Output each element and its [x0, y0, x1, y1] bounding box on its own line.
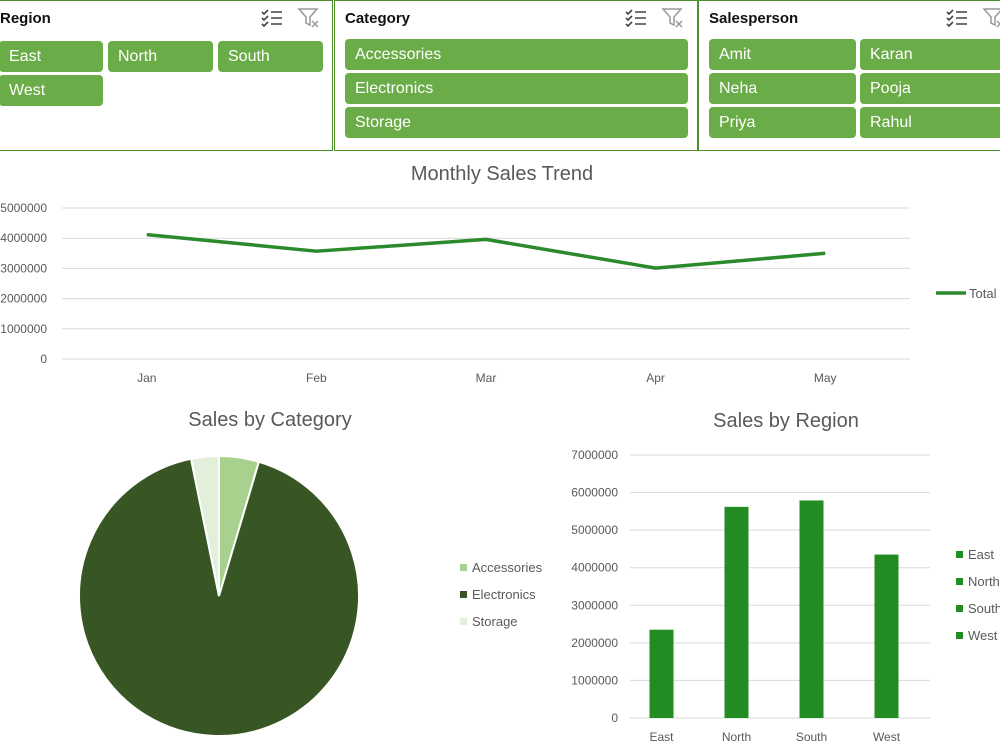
- region-bar-south: [799, 500, 824, 718]
- trend-y-tick-label: 4000000: [0, 231, 47, 245]
- trend-x-tick-label: May: [814, 371, 837, 385]
- multi-select-icon[interactable]: [945, 7, 969, 29]
- salesperson-chip-rahul[interactable]: Rahul: [860, 107, 1000, 138]
- pie-legend-swatch: [460, 618, 467, 625]
- pie-legend-swatch: [460, 591, 467, 598]
- salesperson-slicer: Salesperson Amit Karan Neha Pooja Priya …: [698, 0, 1000, 151]
- region-legend-swatch: [956, 578, 963, 585]
- region-y-tick-label: 0: [611, 711, 618, 725]
- salesperson-chip-amit[interactable]: Amit: [709, 39, 856, 70]
- clear-filter-icon[interactable]: [297, 7, 321, 29]
- trend-x-tick-label: Feb: [306, 371, 327, 385]
- region-legend-swatch: [956, 551, 963, 558]
- region-legend-label: North: [968, 574, 1000, 589]
- multi-select-icon[interactable]: [260, 7, 284, 29]
- region-y-tick-label: 4000000: [571, 561, 618, 575]
- region-x-tick-label: West: [873, 730, 901, 744]
- category-chip-storage[interactable]: Storage: [345, 107, 688, 138]
- region-legend-swatch: [956, 632, 963, 639]
- region-y-tick-label: 7000000: [571, 448, 618, 462]
- region-chart-title: Sales by Region: [713, 410, 859, 432]
- trend-y-tick-label: 2000000: [0, 292, 47, 306]
- region-legend-swatch: [956, 605, 963, 612]
- trend-series-line: [146, 232, 826, 270]
- trend-y-tick-label: 0: [40, 352, 47, 366]
- pie-slice-storage: [189, 454, 220, 597]
- category-chart-title: Sales by Category: [188, 409, 352, 431]
- pie-legend-label: Accessories: [472, 560, 543, 575]
- region-slicer-title: Region: [0, 10, 51, 27]
- salesperson-chip-pooja[interactable]: Pooja: [860, 73, 1000, 104]
- region-x-tick-label: South: [796, 730, 827, 744]
- region-chip-south[interactable]: South: [218, 41, 323, 72]
- pie-legend-label: Storage: [472, 614, 518, 629]
- region-bar-west: [874, 554, 899, 718]
- salesperson-chip-priya[interactable]: Priya: [709, 107, 856, 138]
- clear-filter-icon[interactable]: [661, 7, 685, 29]
- region-chip-west[interactable]: West: [0, 75, 103, 106]
- trend-x-tick-label: Mar: [476, 371, 497, 385]
- multi-select-icon[interactable]: [624, 7, 648, 29]
- trend-y-tick-label: 5000000: [0, 201, 47, 215]
- region-bar-north: [724, 506, 749, 718]
- pie-legend-swatch: [460, 564, 467, 571]
- region-legend-label: West: [968, 628, 998, 643]
- pie-slice-electronics: [78, 457, 360, 737]
- salesperson-chip-neha[interactable]: Neha: [709, 73, 856, 104]
- salesperson-slicer-header: Salesperson: [699, 1, 1000, 37]
- category-chip-accessories[interactable]: Accessories: [345, 39, 688, 70]
- trend-chart-title: Monthly Sales Trend: [410, 163, 594, 185]
- salesperson-slicer-title: Salesperson: [709, 10, 799, 27]
- category-slicer: Category Accessories Electronics Storage: [334, 0, 698, 151]
- trend-y-tick-label: 3000000: [0, 261, 47, 275]
- region-y-tick-label: 5000000: [571, 523, 618, 537]
- region-legend-label: East: [968, 547, 994, 562]
- trend-y-tick-label: 1000000: [0, 322, 47, 336]
- region-x-tick-label: East: [649, 730, 674, 744]
- region-y-tick-label: 2000000: [571, 636, 618, 650]
- region-y-tick-label: 3000000: [571, 598, 618, 612]
- category-slicer-header: Category: [335, 1, 697, 37]
- region-chip-east[interactable]: East: [0, 41, 103, 72]
- salesperson-chip-karan[interactable]: Karan: [860, 39, 1000, 70]
- trend-legend-label: Total: [969, 286, 997, 301]
- region-chip-north[interactable]: North: [108, 41, 213, 72]
- category-chip-electronics[interactable]: Electronics: [345, 73, 688, 104]
- region-slicer-header: Region: [0, 1, 332, 37]
- region-y-tick-label: 1000000: [571, 673, 618, 687]
- region-y-tick-label: 6000000: [571, 486, 618, 500]
- clear-filter-icon[interactable]: [982, 7, 1000, 29]
- pie-legend-label: Electronics: [472, 587, 536, 602]
- trend-x-tick-label: Jan: [137, 371, 156, 385]
- trend-x-tick-label: Apr: [646, 371, 665, 385]
- region-bar-east: [649, 629, 674, 718]
- region-slicer: Region East North South West: [0, 0, 333, 151]
- region-x-tick-label: North: [722, 730, 751, 744]
- category-slicer-title: Category: [345, 10, 411, 27]
- region-legend-label: South: [968, 601, 1000, 616]
